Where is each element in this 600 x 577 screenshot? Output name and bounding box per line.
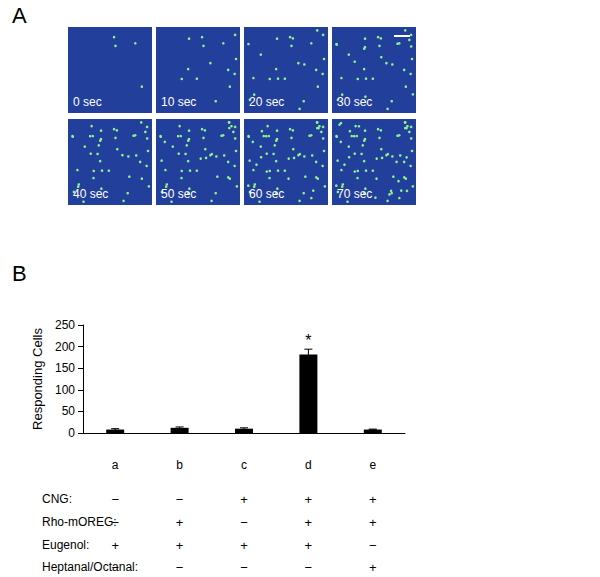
svg-text:0 sec: 0 sec [73, 95, 102, 109]
svg-text:+: + [369, 515, 377, 530]
svg-text:−: − [240, 515, 248, 530]
svg-text:−: − [176, 492, 184, 507]
svg-text:e: e [369, 458, 376, 472]
svg-text:b: b [176, 458, 183, 472]
svg-text:40 sec: 40 sec [73, 187, 108, 201]
svg-text:10 sec: 10 sec [161, 95, 196, 109]
svg-text:+: + [305, 515, 313, 530]
svg-text:−: − [111, 560, 119, 575]
svg-text:Responding Cells: Responding Cells [30, 328, 45, 430]
svg-text:+: + [240, 492, 248, 507]
svg-text:−: − [240, 560, 248, 575]
svg-text:+: + [240, 538, 248, 553]
svg-text:20 sec: 20 sec [249, 95, 284, 109]
svg-text:+: + [369, 492, 377, 507]
svg-text:A: A [12, 3, 27, 28]
svg-text:+: + [305, 492, 313, 507]
svg-text:Heptanal/Octanal:: Heptanal/Octanal: [42, 560, 138, 574]
svg-text:*: * [305, 332, 311, 349]
svg-text:+: + [305, 538, 313, 553]
svg-text:−: − [176, 560, 184, 575]
svg-text:50: 50 [62, 404, 76, 418]
svg-text:c: c [241, 458, 247, 472]
svg-text:50 sec: 50 sec [161, 187, 196, 201]
svg-text:200: 200 [55, 340, 75, 354]
svg-text:d: d [305, 458, 312, 472]
svg-text:CNG:: CNG: [42, 492, 72, 506]
svg-text:+: + [176, 515, 184, 530]
svg-text:+: + [369, 560, 377, 575]
svg-text:150: 150 [55, 361, 75, 375]
svg-text:−: − [305, 560, 313, 575]
svg-text:B: B [12, 261, 27, 286]
svg-text:60 sec: 60 sec [249, 187, 284, 201]
svg-text:0: 0 [68, 426, 75, 440]
svg-text:70 sec: 70 sec [337, 187, 372, 201]
svg-text:Rho-mOREG:: Rho-mOREG: [42, 515, 117, 529]
svg-text:−: − [369, 538, 377, 553]
svg-text:30 sec: 30 sec [337, 95, 372, 109]
svg-text:100: 100 [55, 383, 75, 397]
svg-text:a: a [112, 458, 119, 472]
svg-text:−: − [111, 515, 119, 530]
svg-text:250: 250 [55, 318, 75, 332]
svg-text:+: + [176, 538, 184, 553]
svg-text:+: + [111, 538, 119, 553]
svg-text:Eugenol:: Eugenol: [42, 538, 89, 552]
svg-text:−: − [111, 492, 119, 507]
